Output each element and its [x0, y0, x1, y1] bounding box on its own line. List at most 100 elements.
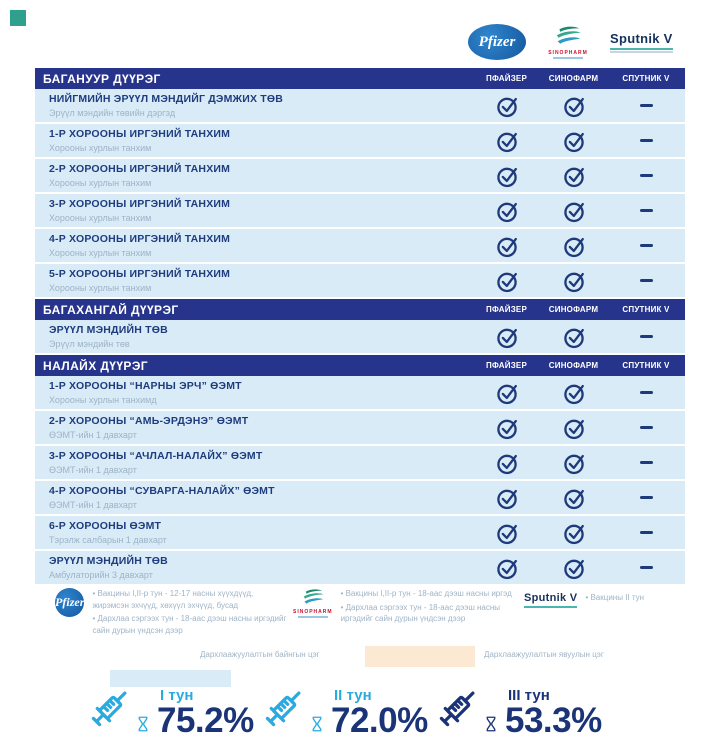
availability-cell [540, 416, 607, 440]
footnote-sinopharm: SINOPHARM Вакцины I,II-р тун - 18-аас дэ… [293, 588, 533, 627]
dash-icon [639, 103, 653, 108]
check-icon [563, 384, 584, 404]
site-name: 2-Р ХОРООНЫ ИРГЭНИЙ ТАНХИМ [49, 163, 231, 176]
stat-value: 53.3% [505, 701, 602, 740]
stat-label: II тун [334, 687, 372, 704]
sinopharm-logo-subline [553, 57, 583, 59]
site-text: 2-Р ХОРООНЫ ИРГЭНИЙ ТАНХИМ Хорооны хурлы… [35, 163, 473, 188]
sinopharm-footnote-list: Вакцины I,II-р тун - 18-аас дээш насны и… [341, 588, 533, 627]
stat-dose-1: I тун 75.2% [82, 682, 254, 740]
availability-cells [473, 486, 685, 510]
site-location: Хорооны хурлын танхимд [49, 394, 157, 405]
site-text: ЭРҮҮЛ МЭНДИЙН ТӨВ Амбулаторийн 3 давхарт [35, 555, 473, 580]
column-header-pfizer: ПФАЙЗЕР [486, 305, 527, 314]
stat-value: 72.0% [331, 701, 428, 740]
availability-cell [473, 234, 540, 258]
legend-permanent-swatch [110, 670, 231, 687]
site-row: 4-Р ХОРООНЫ “СУВАРГА-НАЛАЙХ” ӨЭМТ ӨЭМТ-и… [35, 481, 685, 516]
site-row: ЭРҮҮЛ МЭНДИЙН ТӨВ Эрүүл мэндийн төв [35, 320, 685, 355]
column-header-sputnik: СПУТНИК V [622, 74, 670, 83]
availability-cells [473, 381, 685, 405]
table-section: БАГАНУУР ДҮҮРЭГ ПФАЙЗЕР СИНОФАРМ СПУТНИК… [35, 68, 685, 299]
availability-cell [540, 269, 607, 293]
availability-cell [473, 325, 540, 349]
sputnikv-footnote-logo-underline [524, 606, 578, 608]
availability-cell [473, 521, 540, 545]
check-icon [563, 419, 584, 439]
availability-cells [473, 416, 685, 440]
check-icon [496, 202, 517, 222]
dash-icon [639, 243, 653, 248]
availability-cell [607, 173, 685, 178]
check-icon [496, 272, 517, 292]
sputnikv-logo-text: Sputnik V [610, 31, 673, 46]
check-icon [563, 167, 584, 187]
footnote-pfizer: Pfizer Вакцины I,II-р тун - 12-17 насны … [55, 588, 290, 638]
site-location: Амбулаторийн 3 давхарт [49, 569, 153, 580]
stat-body: II тун 72.0% [308, 682, 428, 740]
site-name: 3-Р ХОРООНЫ “АЧЛАЛ-НАЛАЙХ” ӨЭМТ [49, 450, 263, 463]
site-location: Хорооны хурлын танхим [49, 142, 152, 153]
sinopharm-logo: SINOPHARM [546, 25, 590, 59]
pfizer-logo: Pfizer [468, 24, 526, 60]
site-name: ЭРҮҮЛ МЭНДИЙН ТӨВ [49, 324, 168, 337]
section-rows: НИЙГМИЙН ЭРҮҮЛ МЭНДИЙГ ДЭМЖИХ ТӨВ Эрүүл … [35, 89, 685, 299]
dash-icon [639, 208, 653, 213]
sputnikv-footnote-logo: Sputnik V [524, 592, 578, 608]
section-header: БАГАНУУР ДҮҮРЭГ ПФАЙЗЕР СИНОФАРМ СПУТНИК… [35, 68, 685, 89]
check-icon [563, 524, 584, 544]
stat-value: 75.2% [157, 701, 254, 740]
check-icon [563, 328, 584, 348]
hourglass-icon [138, 716, 148, 732]
check-icon [563, 454, 584, 474]
column-header-pfizer: ПФАЙЗЕР [486, 361, 527, 370]
availability-cell [607, 460, 685, 465]
dash-icon [639, 278, 653, 283]
availability-cell [473, 164, 540, 188]
availability-cell [473, 451, 540, 475]
check-icon [496, 132, 517, 152]
sputnikv-logo-underline [610, 48, 673, 50]
availability-cell [607, 334, 685, 339]
availability-cell [540, 129, 607, 153]
stat-label: I тун [160, 687, 194, 704]
site-name: 1-Р ХОРООНЫ “НАРНЫ ЭРЧ” ӨЭМТ [49, 380, 242, 393]
availability-cell [540, 381, 607, 405]
availability-cell [607, 390, 685, 395]
check-icon [496, 419, 517, 439]
check-icon [496, 237, 517, 257]
site-name: 4-Р ХОРООНЫ “СУВАРГА-НАЛАЙХ” ӨЭМТ [49, 485, 275, 498]
pfizer-footnote-logo: Pfizer [55, 588, 85, 617]
column-header-sputnik: СПУТНИК V [622, 305, 670, 314]
dash-icon [639, 530, 653, 535]
pfizer-footnote-logo-text: Pfizer [55, 595, 85, 609]
site-row: 1-Р ХОРООНЫ ИРГЭНИЙ ТАНХИМ Хорооны хурлы… [35, 124, 685, 159]
availability-cell [540, 164, 607, 188]
availability-cell [473, 416, 540, 440]
dash-icon [639, 460, 653, 465]
dash-icon [639, 138, 653, 143]
availability-cells [473, 199, 685, 223]
check-icon [563, 237, 584, 257]
availability-cell [473, 129, 540, 153]
site-name: ЭРҮҮЛ МЭНДИЙН ТӨВ [49, 555, 168, 568]
legend-mobile-label: Дархлаажуулалтын явуулын цэг [484, 650, 604, 659]
availability-cell [607, 103, 685, 108]
availability-cell [540, 94, 607, 118]
section-title: БАГАНУУР ДҮҮРЭГ [43, 71, 161, 86]
table-section: БАГАХАНГАЙ ДҮҮРЭГ ПФАЙЗЕР СИНОФАРМ СПУТН… [35, 299, 685, 355]
stat-body: I тун 75.2% [134, 682, 254, 740]
site-row: 5-Р ХОРООНЫ ИРГЭНИЙ ТАНХИМ Хорооны хурлы… [35, 264, 685, 299]
check-icon [563, 202, 584, 222]
site-location: Хорооны хурлын танхим [49, 212, 152, 223]
site-text: 4-Р ХОРООНЫ “СУВАРГА-НАЛАЙХ” ӨЭМТ ӨЭМТ-и… [35, 485, 473, 510]
site-text: ЭРҮҮЛ МЭНДИЙН ТӨВ Эрүүл мэндийн төв [35, 324, 473, 349]
availability-cell [473, 94, 540, 118]
site-row: 2-Р ХОРООНЫ “АМЬ-ЭРДЭНЭ” ӨЭМТ ӨЭМТ-ийн 1… [35, 411, 685, 446]
check-icon [563, 132, 584, 152]
availability-cells [473, 556, 685, 580]
hourglass-icon [312, 716, 322, 732]
availability-cell [607, 243, 685, 248]
site-location: Хорооны хурлын танхим [49, 247, 152, 258]
